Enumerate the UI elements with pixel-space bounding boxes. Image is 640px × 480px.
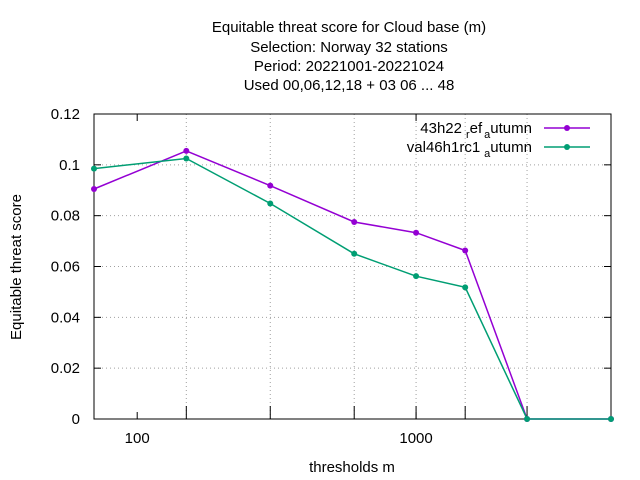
series-0-point-5: [462, 247, 469, 254]
legend-43h22-ef: ef: [470, 120, 483, 137]
series-0-point-0: [91, 185, 97, 192]
y-tick-label-3: 0.06: [51, 259, 80, 276]
y-axis-label: Equitable threat score: [8, 194, 25, 340]
x-tick-label-1: 1000: [399, 430, 432, 447]
legend-43h22-sub-r: r: [466, 129, 470, 141]
y-tick-label-1: 0.02: [51, 360, 80, 377]
legend-label-43h22: 43h22 ref autumn: [420, 120, 532, 141]
series-1-point-2: [267, 200, 274, 207]
series-1-point-4: [413, 273, 420, 280]
series-1-point-0: [91, 165, 97, 172]
x-tick-labels: 100 1000: [125, 430, 433, 447]
legend-val46-tail: utumn: [490, 139, 532, 156]
plot-frame: [93, 113, 612, 420]
legend-43h22-tail: utumn: [490, 120, 532, 137]
series-0-point-2: [267, 182, 274, 189]
grid-lines: [94, 114, 611, 419]
y-tick-label-5: 0.1: [59, 157, 80, 174]
y-tick-label-2: 0.04: [51, 309, 80, 326]
title-line-4: Used 00,06,12,18 + 03 06 ... 48: [244, 77, 455, 94]
series-1-point-6: [524, 416, 531, 422]
series-group: [91, 147, 614, 422]
y-tick-label-6: 0.12: [51, 106, 80, 123]
legend-marker-1: [564, 144, 570, 150]
series-1-point-5: [462, 284, 469, 291]
series-line-0: [93, 150, 611, 420]
y-tick-label-4: 0.08: [51, 208, 80, 225]
series-0-point-1: [183, 147, 190, 154]
x-tick-label-0: 100: [125, 430, 150, 447]
legend-val46-name: val46h1rc1: [407, 139, 480, 156]
title-line-3: Period: 20221001-20221024: [254, 58, 444, 75]
chart-title: Equitable threat score for Cloud base (m…: [212, 19, 486, 94]
title-line-2: Selection: Norway 32 stations: [250, 39, 448, 56]
series-1-point-1: [183, 155, 190, 162]
y-tick-label-0: 0: [72, 411, 80, 428]
title-line-1: Equitable threat score for Cloud base (m…: [212, 19, 486, 36]
legend: 43h22 ref autumn val46h1rc1 autumn: [407, 120, 590, 160]
series-line-1: [93, 157, 611, 420]
x-axis-label: thresholds m: [309, 459, 395, 476]
series-0-point-4: [413, 229, 420, 236]
legend-43h22-sub-a: a: [484, 129, 491, 141]
legend-43h22-name: 43h22: [420, 120, 462, 137]
series-1-point-7: [608, 416, 614, 422]
legend-marker-0: [564, 125, 570, 131]
series-0-point-3: [351, 219, 358, 226]
legend-label-val46h1rc1: val46h1rc1 autumn: [407, 139, 532, 160]
y-tick-labels: 0 0.02 0.04 0.06 0.08 0.1 0.12: [51, 106, 80, 428]
legend-val46-sub-a: a: [484, 148, 491, 160]
series-1-point-3: [351, 250, 358, 257]
